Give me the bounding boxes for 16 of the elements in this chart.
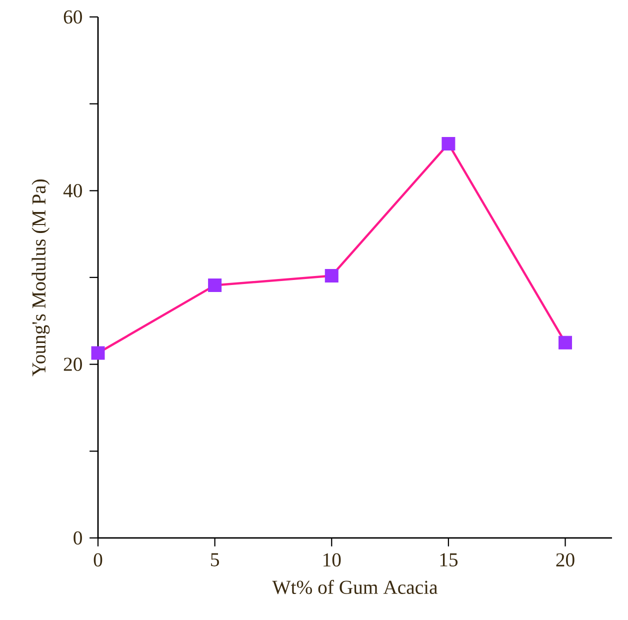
x-tick-label: 10: [324, 553, 341, 567]
y-tick-label: 0: [74, 531, 82, 545]
y-axis-title: Young's Modulus (M Pa): [32, 179, 50, 376]
x-tick-label: 0: [94, 553, 102, 567]
x-tick-label: 15: [440, 553, 458, 566]
y-tick-label: 20: [64, 358, 82, 371]
point: [324, 269, 338, 282]
x-tick-label: 20: [556, 553, 574, 567]
point: [442, 137, 456, 151]
point: [558, 336, 572, 350]
point: [208, 278, 222, 292]
x-tick-label: 5: [211, 553, 219, 566]
x-axis-title: Wt% of Gum Acacia: [272, 580, 438, 594]
point: [91, 346, 105, 360]
y-tick-label: 60: [64, 10, 82, 24]
y-tick-label: 40: [63, 184, 82, 198]
